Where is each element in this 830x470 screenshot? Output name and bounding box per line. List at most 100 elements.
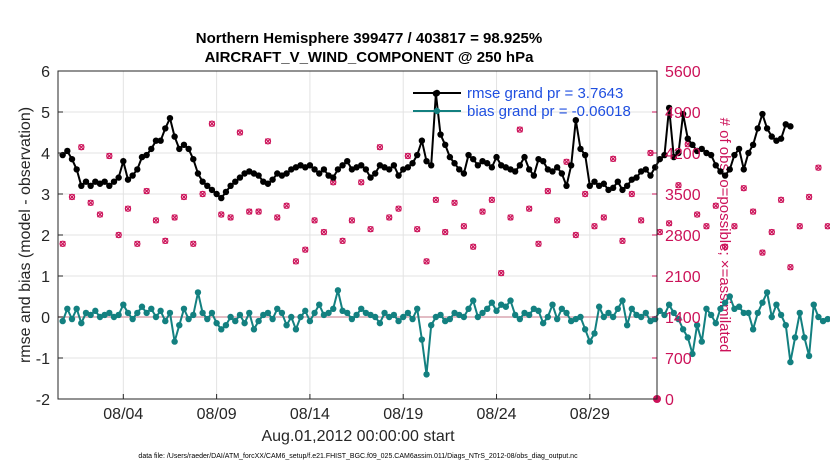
obs-count-marker bbox=[553, 217, 561, 224]
series-point-rmse bbox=[698, 145, 705, 153]
obs-possible-marker bbox=[96, 211, 104, 218]
obs-assimilated-marker bbox=[236, 129, 243, 136]
series-point-bias bbox=[269, 315, 276, 323]
obs-assimilated-marker bbox=[572, 231, 579, 239]
obs-possible-marker bbox=[777, 196, 785, 204]
series-point-bias bbox=[609, 313, 617, 321]
series-point-rmse bbox=[469, 155, 477, 163]
series-point-rmse bbox=[306, 162, 314, 169]
series-point-rmse bbox=[609, 184, 617, 192]
series-point-bias bbox=[502, 303, 510, 310]
obs-count-marker bbox=[283, 202, 290, 209]
y2-tick-label: 5600 bbox=[665, 64, 701, 81]
obs-count-marker bbox=[544, 187, 552, 195]
series-point-rmse bbox=[442, 141, 449, 148]
y-tick-label: -2 bbox=[36, 392, 50, 409]
series-point-bias bbox=[553, 315, 561, 323]
series-point-bias bbox=[628, 305, 636, 312]
series-point-rmse bbox=[106, 182, 113, 189]
series-point-rmse bbox=[493, 153, 500, 161]
series-point-rmse bbox=[264, 180, 272, 187]
obs-possible-marker bbox=[255, 208, 262, 215]
series-point-rmse bbox=[78, 182, 85, 189]
obs-assimilated-marker bbox=[414, 226, 421, 233]
series-point-bias bbox=[73, 305, 80, 312]
series-point-rmse bbox=[553, 164, 561, 171]
obs-count-marker bbox=[442, 228, 449, 236]
series-point-bias bbox=[614, 305, 622, 312]
obs-assimilated-marker bbox=[638, 217, 645, 224]
series-point-bias bbox=[353, 311, 360, 319]
obs-count-marker bbox=[703, 223, 710, 230]
series-point-bias bbox=[204, 315, 211, 323]
series-point-bias bbox=[726, 293, 733, 300]
obs-possible-marker bbox=[479, 208, 486, 215]
obs-assimilated-marker bbox=[460, 223, 467, 230]
obs-possible-marker bbox=[311, 217, 318, 224]
series-point-bias bbox=[684, 334, 691, 341]
series-point-bias bbox=[106, 309, 113, 317]
obs-assimilated-marker bbox=[124, 205, 132, 212]
obs-possible-marker bbox=[535, 240, 542, 247]
obs-count-marker bbox=[469, 243, 477, 250]
obs-assimilated-marker bbox=[619, 237, 626, 244]
series-point-bias bbox=[288, 313, 295, 321]
obs-count-marker bbox=[731, 223, 738, 230]
series-point-rmse bbox=[717, 168, 724, 175]
obs-count-marker bbox=[87, 199, 94, 206]
series-point-rmse bbox=[656, 155, 663, 163]
obs-assimilated-marker bbox=[824, 223, 830, 230]
series-point-bias bbox=[483, 305, 491, 312]
obs-count-marker bbox=[507, 214, 514, 221]
series-point-rmse bbox=[339, 162, 346, 169]
y-tick-label: -1 bbox=[36, 351, 50, 368]
series-point-rmse bbox=[525, 166, 533, 173]
obs-count-marker bbox=[190, 240, 197, 247]
series-point-rmse bbox=[465, 151, 472, 159]
series-point-bias bbox=[465, 305, 472, 312]
obs-assimilated-marker bbox=[787, 264, 794, 271]
y2-tick-label: 4200 bbox=[665, 146, 701, 163]
y2-tick-label: 3500 bbox=[665, 187, 701, 204]
series-point-bias bbox=[661, 311, 668, 319]
obs-assimilated-marker bbox=[246, 208, 253, 215]
series-point-bias bbox=[479, 309, 486, 317]
obs-count-marker bbox=[134, 240, 141, 247]
obs-possible-marker bbox=[218, 211, 225, 218]
obs-possible-marker bbox=[283, 202, 290, 209]
series-point-bias bbox=[707, 311, 715, 319]
series-point-rmse bbox=[670, 153, 677, 161]
series-point-rmse bbox=[101, 178, 108, 185]
y-tick-label: 0 bbox=[41, 310, 50, 327]
obs-possible-marker bbox=[292, 258, 300, 265]
series-point-bias bbox=[64, 305, 71, 312]
obs-possible-marker bbox=[693, 211, 701, 218]
series-point-bias bbox=[404, 309, 412, 317]
series-point-rmse bbox=[208, 186, 216, 194]
obs-count-marker bbox=[143, 187, 150, 195]
series-point-rmse bbox=[269, 176, 276, 183]
obs-assimilated-marker bbox=[722, 243, 729, 250]
series-point-bias bbox=[218, 326, 225, 333]
obs-count-marker bbox=[96, 211, 104, 218]
series-point-bias bbox=[577, 313, 584, 321]
series-point-rmse bbox=[330, 174, 337, 181]
series-point-rmse bbox=[437, 131, 444, 138]
series-point-rmse bbox=[283, 170, 290, 177]
x-tick-label: 08/19 bbox=[383, 406, 423, 423]
series-point-rmse bbox=[152, 137, 160, 144]
series-point-bias bbox=[507, 297, 514, 304]
series-point-rmse bbox=[176, 145, 183, 153]
obs-possible-marker bbox=[264, 138, 272, 145]
series-point-rmse bbox=[731, 151, 738, 159]
series-point-rmse bbox=[428, 162, 435, 169]
y2-tick-label: 2800 bbox=[665, 228, 701, 245]
obs-count-marker bbox=[68, 193, 76, 201]
series-point-bias bbox=[796, 309, 803, 317]
series-layer bbox=[59, 90, 830, 378]
series-point-rmse bbox=[647, 172, 654, 179]
obs-count-marker bbox=[264, 138, 272, 145]
series-point-rmse bbox=[474, 162, 482, 169]
series-point-rmse bbox=[204, 182, 211, 189]
